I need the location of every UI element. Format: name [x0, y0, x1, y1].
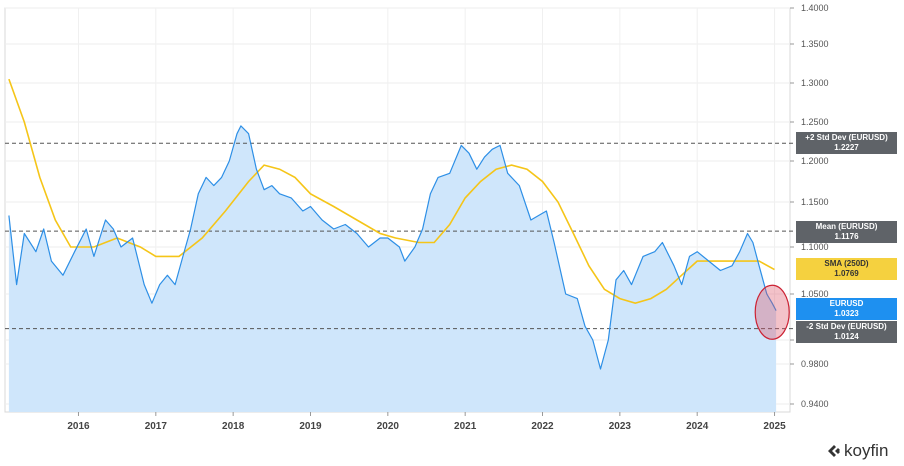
y-axis: 1.4000 1.3500 1.3000 1.2500 1.2000 1.1500 1.10…	[790, 3, 829, 409]
x-axis: 2016 2017 2018 2019 2020 2021 2022 2023 2024 2025	[67, 412, 786, 432]
mean-value: 1.1176	[834, 232, 859, 241]
minus2-std-value: 1.0124	[834, 332, 859, 341]
y-tick-label: 1.2000	[801, 156, 829, 166]
y-tick-label: 0.9400	[801, 399, 829, 409]
koyfin-logo: koyfin	[826, 441, 888, 461]
x-tick-label: 2017	[145, 421, 168, 432]
y-tick-label: 1.2500	[801, 117, 829, 127]
minus2-std-label: -2 Std Dev (EURUSD) 1.0124	[796, 321, 897, 343]
highlight-layer	[754, 284, 790, 340]
price-line-layer	[8, 125, 777, 370]
brand-name: koyfin	[844, 441, 889, 460]
mean-label: Mean (EURUSD) 1.1176	[796, 221, 897, 243]
y-tick-label: 1.3500	[801, 39, 829, 49]
mean-title: Mean (EURUSD)	[815, 222, 878, 231]
sma-title: SMA (250D)	[824, 259, 869, 268]
sma-line	[8, 78, 775, 305]
x-tick-label: 2022	[531, 421, 554, 432]
plus2-std-title: +2 Std Dev (EURUSD)	[805, 133, 888, 142]
x-tick-label: 2021	[454, 421, 477, 432]
plus2-std-label: +2 Std Dev (EURUSD) 1.2227	[796, 132, 897, 154]
price-title: EURUSD	[829, 299, 864, 308]
y-tick-label: 1.0500	[801, 289, 829, 299]
y-tick-label: 1.4000	[801, 3, 829, 13]
sma-line-layer	[8, 78, 775, 305]
reference-lines	[5, 142, 796, 330]
y-tick-label: 1.1500	[801, 197, 829, 207]
x-tick-label: 2025	[763, 421, 786, 432]
price-area	[8, 125, 777, 413]
price-value: 1.0323	[834, 309, 859, 318]
koyfin-mark-icon	[828, 445, 840, 457]
sma-label: SMA (250D) 1.0769	[796, 258, 897, 280]
x-tick-label: 2018	[222, 421, 245, 432]
highlight-circle	[754, 284, 790, 340]
price-label: EURUSD 1.0323	[796, 298, 897, 320]
x-tick-label: 2023	[609, 421, 632, 432]
x-tick-label: 2024	[686, 421, 709, 432]
sma-value: 1.0769	[834, 269, 859, 278]
plus2-std-value: 1.2227	[834, 143, 859, 152]
y-tick-label: 0.9800	[801, 359, 829, 369]
y-tick-label: 1.1000	[801, 242, 829, 252]
x-tick-label: 2016	[67, 421, 90, 432]
price-area-fill	[8, 125, 777, 413]
minus2-std-title: -2 Std Dev (EURUSD)	[806, 322, 887, 331]
x-tick-label: 2019	[299, 421, 322, 432]
y-tick-label: 1.3000	[801, 78, 829, 88]
price-line	[8, 125, 777, 370]
x-tick-label: 2020	[377, 421, 400, 432]
